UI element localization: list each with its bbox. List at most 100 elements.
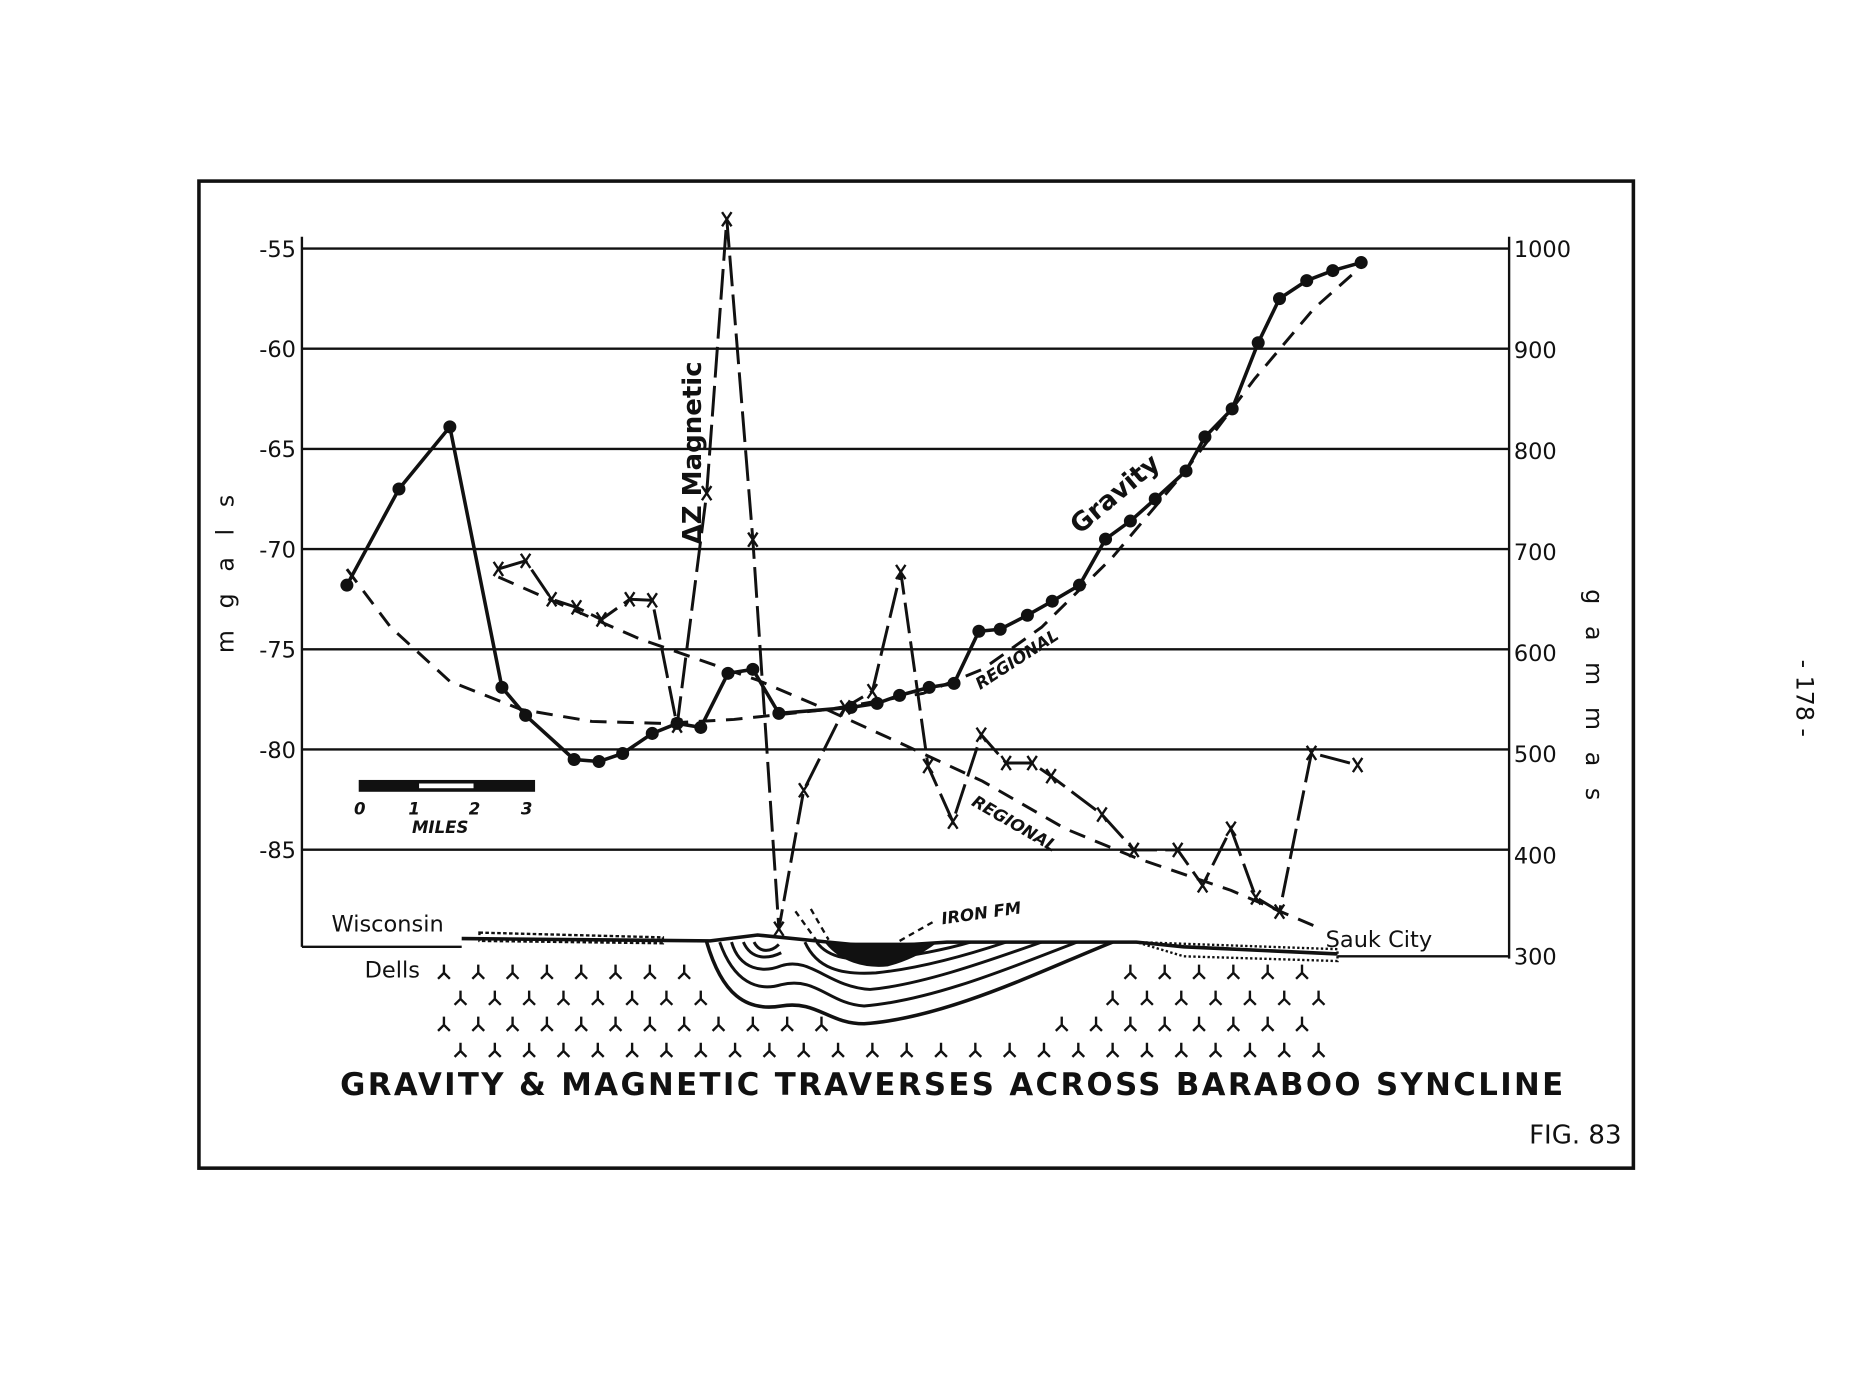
magnetic-point: [671, 717, 683, 734]
figure-label: FIG. 83: [1529, 1120, 1621, 1150]
endpoint-left-line1: Wisconsin: [331, 911, 443, 937]
granite-symbol: [556, 1042, 571, 1058]
granite-symbol: [1157, 1016, 1172, 1032]
granite-symbol: [762, 1042, 777, 1058]
granite-symbol: [694, 1042, 708, 1058]
gravity-point: [1148, 492, 1162, 506]
gravity-point: [922, 680, 936, 694]
granite-symbol: [677, 1016, 691, 1032]
left-tick-label: -65: [259, 437, 296, 463]
right-tick-label: 900: [1514, 338, 1557, 364]
left-tick-label: -75: [259, 638, 296, 664]
page-number: - 178 -: [1791, 660, 1819, 737]
granite-symbol: [1071, 1042, 1086, 1058]
gravity-point: [392, 482, 406, 496]
granite-symbol: [1192, 964, 1206, 980]
granite-symbol: [574, 964, 588, 980]
syncline-outer: [704, 940, 1114, 1026]
syncline-layer: [730, 940, 1043, 991]
granite-symbol: [556, 990, 571, 1006]
magnetic-point: [1000, 755, 1012, 771]
gravity-point: [1326, 264, 1340, 278]
granite-symbol: [1192, 1016, 1206, 1032]
iron-fm-label: IRON FM: [940, 898, 1023, 928]
iron-formation: [824, 942, 937, 967]
granite-symbol: [505, 1016, 520, 1032]
granite-symbol: [522, 1042, 536, 1058]
granite-symbol: [746, 1016, 760, 1032]
granite-pattern: [437, 964, 1326, 1058]
right-tick-label: 300: [1514, 944, 1557, 970]
granite-symbol: [1311, 1042, 1326, 1058]
gravity-point: [1099, 532, 1113, 546]
granite-symbol: [1277, 990, 1291, 1006]
series-line-magnetic: [497, 219, 1358, 930]
scale-tick-1: 1: [408, 799, 420, 818]
gravity-point: [893, 688, 907, 702]
granite-symbol: [968, 1042, 983, 1058]
granite-symbol: [831, 1042, 845, 1058]
granite-symbol: [934, 1042, 948, 1058]
granite-symbol: [1208, 990, 1223, 1006]
scale-bar: 0 1 2 3 MILES: [354, 779, 536, 837]
syncline-layer: [718, 940, 1078, 1008]
gravity-point: [1020, 608, 1034, 622]
granite-symbol: [694, 990, 708, 1006]
granite-symbol: [1260, 1016, 1275, 1032]
granite-symbol: [1002, 1042, 1017, 1058]
right-tick-label: 400: [1514, 843, 1557, 869]
magnetic-point: [1225, 820, 1237, 837]
magnetic-point: [922, 758, 934, 774]
scale-tick-0: 0: [354, 799, 366, 818]
granite-symbol: [711, 1016, 726, 1032]
granite-symbol: [1140, 1042, 1154, 1058]
series-label-magnetic-regional: REGIONAL: [969, 792, 1061, 856]
magnetic-point: [700, 485, 713, 501]
magnetic-point: [1096, 806, 1108, 823]
sandstone-cover-left: [478, 931, 665, 945]
magnetic-point: [1026, 755, 1038, 771]
right-tick-label: 500: [1514, 742, 1557, 768]
gravity-point: [870, 696, 884, 710]
magnetic-point: [798, 782, 810, 799]
granite-symbol: [796, 1042, 811, 1058]
granite-symbol: [1105, 1042, 1120, 1058]
granite-symbol: [1037, 1042, 1051, 1058]
left-axis-label: m g a l s: [211, 488, 239, 653]
gravity-point: [340, 578, 354, 592]
gridlines: [301, 247, 1510, 851]
granite-symbol: [1157, 964, 1172, 980]
granite-symbol: [625, 1042, 639, 1058]
granite-symbol: [591, 1042, 605, 1058]
granite-symbol: [625, 990, 639, 1006]
granite-symbol: [1311, 990, 1326, 1006]
left-tick-label: -55: [259, 237, 296, 263]
magnetic-point: [1172, 842, 1184, 858]
granite-symbol: [591, 990, 605, 1006]
series-label-magnetic: ΔZ Magnetic: [678, 361, 708, 544]
gravity-point: [1354, 256, 1368, 270]
right-tick-labels: 1000 900 800 700 600 500 400 300: [1514, 237, 1571, 971]
right-axis-label: g a m m a s: [1580, 589, 1608, 807]
granite-symbol: [728, 1042, 742, 1058]
granite-symbol: [677, 964, 691, 980]
gravity-point: [645, 726, 659, 740]
granite-symbol: [643, 1016, 657, 1032]
granite-symbol: [522, 990, 536, 1006]
granite-symbol: [540, 964, 554, 980]
magnetic-point: [721, 211, 733, 227]
granite-symbol: [814, 1016, 829, 1032]
magnetic-point: [1045, 768, 1057, 784]
magnetic-point: [519, 553, 532, 569]
series-layer: [340, 211, 1368, 937]
granite-symbol: [505, 964, 520, 980]
gravity-point: [495, 680, 509, 694]
chart-title: GRAVITY & MAGNETIC TRAVERSES ACROSS BARA…: [340, 1067, 1565, 1103]
right-tick-label: 600: [1514, 641, 1557, 667]
left-tick-label: -80: [259, 738, 296, 764]
gravity-point: [746, 662, 760, 676]
granite-symbol: [1105, 990, 1120, 1006]
left-tick-label: -85: [259, 838, 296, 864]
magnetic-point: [1305, 745, 1318, 761]
